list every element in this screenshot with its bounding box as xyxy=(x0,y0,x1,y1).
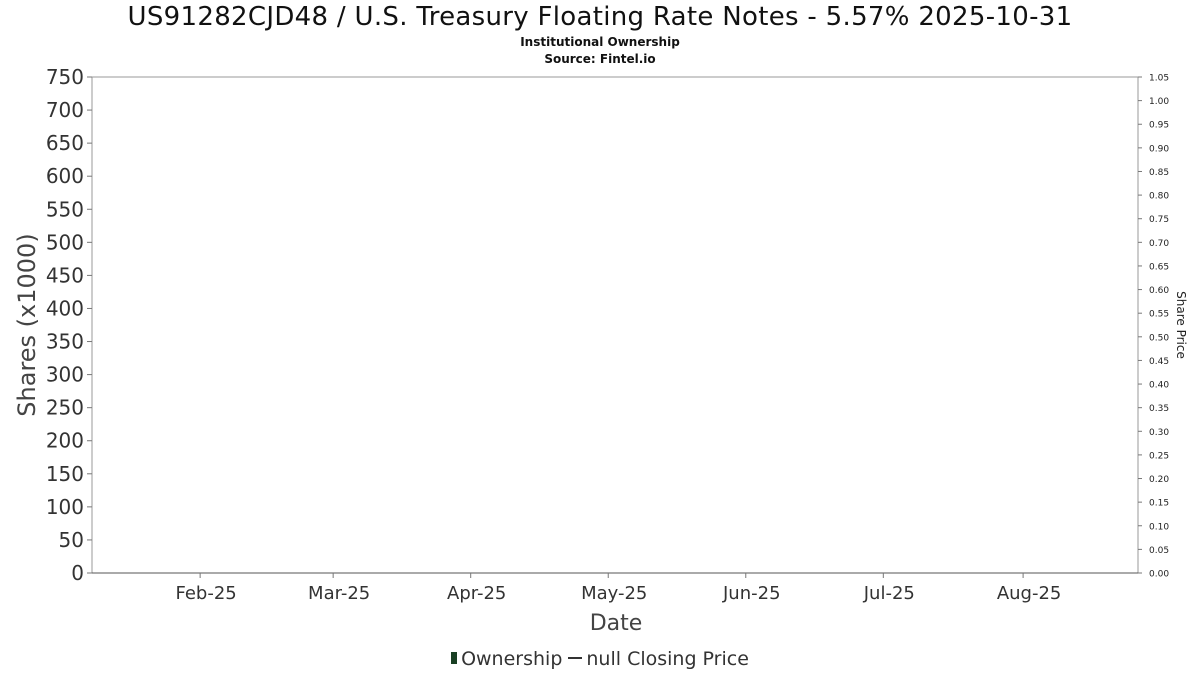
y2-tick-label: 0.20 xyxy=(1149,475,1169,485)
y-tick-label: 550 xyxy=(46,197,84,221)
x-tick-label: May-25 xyxy=(581,583,647,604)
x-tick-label: Jul-25 xyxy=(863,583,915,604)
y2-tick-label: 0.75 xyxy=(1149,215,1169,225)
legend-closing-price-swatch xyxy=(568,656,583,659)
y-tick-label: 750 xyxy=(46,65,84,89)
y2-tick-label: 0.50 xyxy=(1149,333,1169,343)
chart-subtitle: Institutional Ownership xyxy=(520,35,680,49)
y2-tick-label: 0.30 xyxy=(1149,428,1169,438)
y2-tick-label: 0.90 xyxy=(1149,144,1169,154)
y-tick-label: 500 xyxy=(46,230,84,254)
y-tick-label: 250 xyxy=(46,396,84,420)
y2-tick-label: 0.10 xyxy=(1149,522,1169,532)
plot-area xyxy=(91,76,1139,574)
y2-tick-label: 0.35 xyxy=(1149,404,1169,414)
y-tick-label: 50 xyxy=(59,528,84,552)
y2-tick-label: 0.00 xyxy=(1149,570,1169,580)
x-tick-label: Apr-25 xyxy=(447,583,506,604)
chart-title: US91282CJD48 / U.S. Treasury Floating Ra… xyxy=(127,2,1073,32)
y2-tick-label: 0.85 xyxy=(1149,168,1169,178)
y-tick-label: 350 xyxy=(46,330,84,354)
legend-closing-price-label: null Closing Price xyxy=(586,648,749,670)
tick-labels: 0 50 100 150 200 250 300 350 400 450 500 550 600 650 7… xyxy=(46,65,1170,604)
y2-tick-label: 0.05 xyxy=(1149,546,1169,556)
y2-tick-label: 0.55 xyxy=(1149,310,1169,320)
chart-source: Source: Fintel.io xyxy=(544,52,656,66)
y2-tick-label: 0.25 xyxy=(1149,451,1169,461)
legend-ownership-label: Ownership xyxy=(461,648,563,670)
y2-tick-label: 0.40 xyxy=(1149,381,1169,391)
x-axis-label: Date xyxy=(590,611,643,636)
y2-tick-label: 0.65 xyxy=(1149,262,1169,272)
y2-tick-label: 1.05 xyxy=(1149,74,1169,84)
axes xyxy=(87,76,1142,578)
y-tick-label: 200 xyxy=(46,429,84,453)
y-tick-label: 600 xyxy=(46,164,84,188)
y2-tick-label: 1.00 xyxy=(1149,97,1169,107)
y-tick-label: 650 xyxy=(46,131,84,155)
y2-tick-label: 0.15 xyxy=(1149,499,1169,509)
y-tick-label: 700 xyxy=(46,98,84,122)
x-tick-label: Aug-25 xyxy=(997,583,1062,604)
y2-axis-label: Share Price xyxy=(1174,291,1188,359)
y-tick-label: 100 xyxy=(46,495,84,519)
x-tick-label: Mar-25 xyxy=(308,583,370,604)
y2-tick-label: 0.95 xyxy=(1149,121,1169,131)
y-tick-label: 0 xyxy=(71,561,84,585)
y2-tick-label: 0.60 xyxy=(1149,286,1169,296)
legend-ownership-swatch xyxy=(451,651,458,664)
y-tick-label: 450 xyxy=(46,263,84,287)
x-tick-label: Jun-25 xyxy=(722,583,781,604)
y-tick-label: 400 xyxy=(46,296,84,320)
y-tick-label: 300 xyxy=(46,363,84,387)
y2-tick-label: 0.45 xyxy=(1149,357,1169,367)
y2-tick-label: 0.70 xyxy=(1149,239,1169,249)
y-axis-label: Shares (x1000) xyxy=(13,233,41,416)
y2-tick-label: 0.80 xyxy=(1149,192,1169,202)
y-tick-label: 150 xyxy=(46,462,84,486)
legend: Ownership null Closing Price xyxy=(0,648,1200,670)
x-tick-label: Feb-25 xyxy=(175,583,236,604)
